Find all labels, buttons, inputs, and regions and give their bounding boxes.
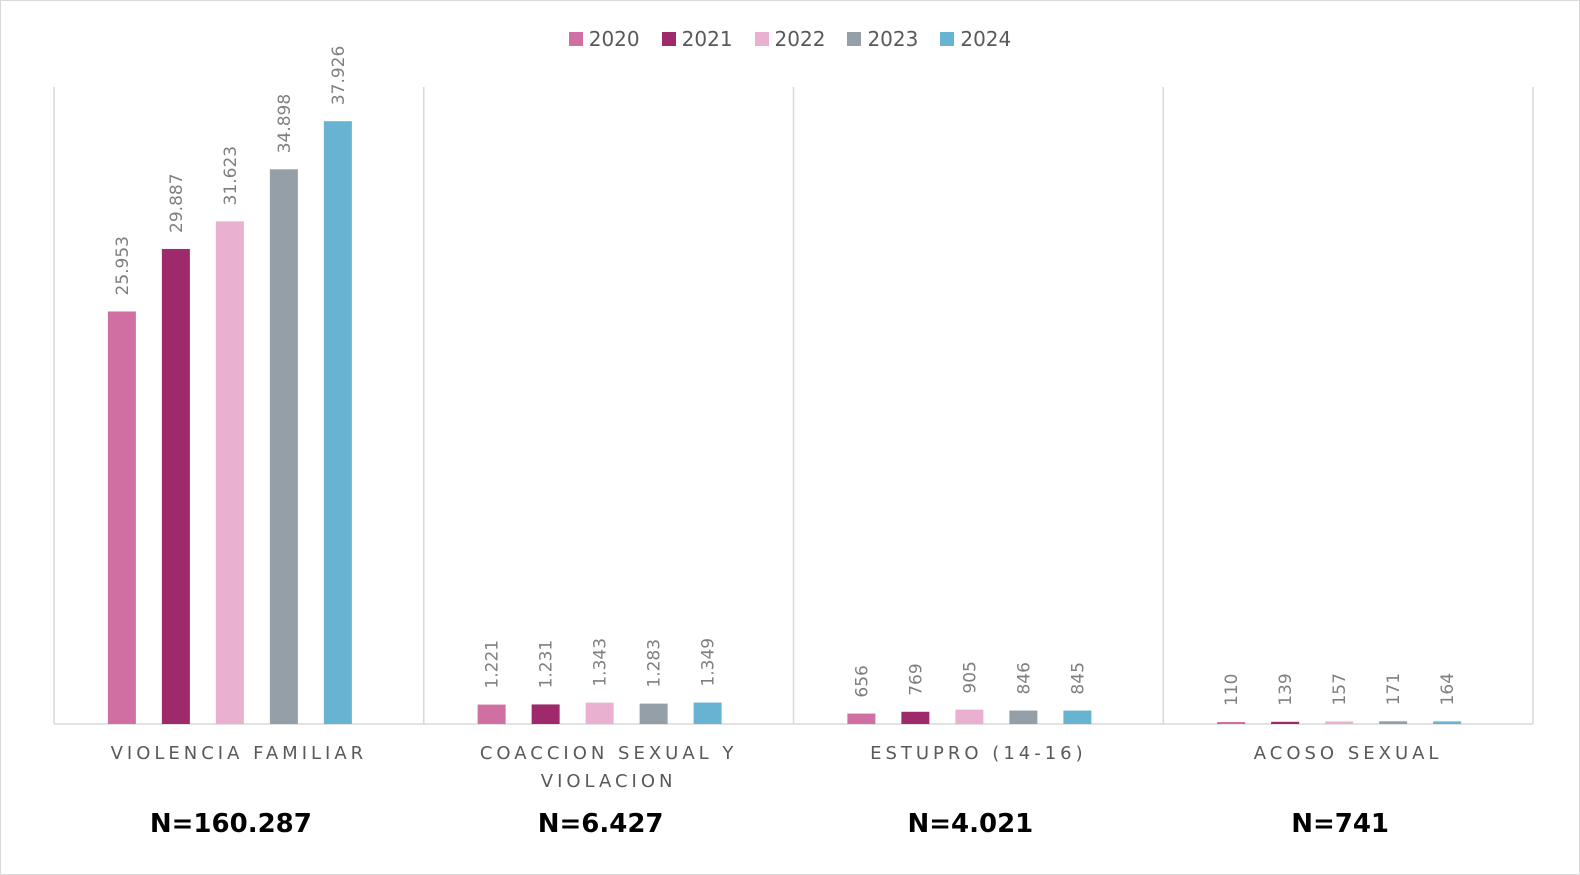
legend-label: 2024 xyxy=(960,27,1012,51)
value-label: 905 xyxy=(960,661,980,693)
bar-2024-3 xyxy=(1433,721,1462,724)
legend-label: 2020 xyxy=(588,27,640,51)
bar-2020-0 xyxy=(107,311,136,724)
bar-2020-1 xyxy=(477,704,506,724)
value-label: 1.231 xyxy=(537,640,557,689)
value-label: 110 xyxy=(1222,674,1242,706)
value-label: 164 xyxy=(1438,673,1458,705)
bar-2022-1 xyxy=(585,702,614,724)
value-label: 1.343 xyxy=(591,638,611,687)
legend-swatch xyxy=(754,32,769,46)
category-label: VIOLENCIA FAMILIAR xyxy=(110,743,368,764)
legend-swatch xyxy=(661,32,676,46)
bar-2022-2 xyxy=(955,709,984,724)
bar-2023-3 xyxy=(1379,721,1408,724)
category-total: N=741 xyxy=(1291,809,1390,839)
value-label: 845 xyxy=(1068,662,1088,694)
bar-2020-2 xyxy=(847,713,876,724)
legend-label: 2023 xyxy=(867,27,919,51)
bar-2021-2 xyxy=(901,711,930,724)
bar-2024-2 xyxy=(1063,710,1092,724)
value-label: 29.887 xyxy=(167,173,187,232)
value-label: 34.898 xyxy=(275,94,295,153)
bar-2022-3 xyxy=(1325,721,1354,724)
bar-2021-3 xyxy=(1271,721,1300,724)
bar-2021-0 xyxy=(161,248,190,725)
category-label: COACCION SEXUAL Y VIOLACION xyxy=(479,743,738,792)
legend-item-2024: 2024 xyxy=(940,27,1011,51)
legend-label: 2021 xyxy=(681,27,733,51)
value-label: 1.283 xyxy=(645,639,665,688)
bar-2020-3 xyxy=(1217,722,1246,724)
value-label: 171 xyxy=(1384,673,1404,705)
category-label: ACOSO SEXUAL xyxy=(1253,743,1443,764)
value-label: 25.953 xyxy=(113,236,133,295)
value-label: 37.926 xyxy=(329,46,349,105)
legend-swatch xyxy=(847,32,862,46)
value-label: 769 xyxy=(906,663,926,695)
bar-2024-0 xyxy=(323,121,352,724)
bar-2023-0 xyxy=(269,169,298,724)
legend-swatch xyxy=(940,32,955,46)
legend-item-2022: 2022 xyxy=(754,27,826,51)
legend-label: 2022 xyxy=(774,27,826,51)
value-label: 1.349 xyxy=(699,638,719,687)
category-total: N=6.427 xyxy=(537,809,664,839)
value-label: 1.221 xyxy=(483,640,503,689)
value-label: 157 xyxy=(1330,673,1350,705)
category-total: N=4.021 xyxy=(907,809,1034,839)
bar-2024-1 xyxy=(693,702,722,724)
bar-2023-1 xyxy=(639,703,668,724)
bar-2021-1 xyxy=(531,704,560,724)
legend-item-2020: 2020 xyxy=(568,27,640,51)
category-label: ESTUPRO (14-16) xyxy=(870,743,1087,764)
value-label: 656 xyxy=(852,665,872,697)
legend-item-2023: 2023 xyxy=(847,27,918,51)
legend-swatch xyxy=(568,32,583,46)
value-label: 31.623 xyxy=(221,146,241,205)
value-label: 139 xyxy=(1276,673,1296,705)
legend-item-2021: 2021 xyxy=(661,27,733,51)
bar-2022-0 xyxy=(215,221,244,725)
bar-2023-2 xyxy=(1009,710,1038,724)
value-label: 846 xyxy=(1014,662,1034,694)
category-total: N=160.287 xyxy=(149,809,312,839)
legend: 2020 2021 2022 2023 2024 xyxy=(0,27,1580,51)
